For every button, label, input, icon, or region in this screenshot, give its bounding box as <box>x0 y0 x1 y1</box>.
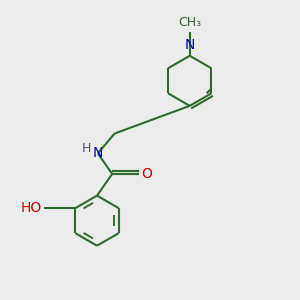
Text: CH₃: CH₃ <box>178 16 201 29</box>
Text: H: H <box>82 142 91 154</box>
Text: HO: HO <box>21 201 42 215</box>
Text: O: O <box>141 167 152 181</box>
Text: N: N <box>93 146 103 161</box>
Text: N: N <box>184 38 195 52</box>
